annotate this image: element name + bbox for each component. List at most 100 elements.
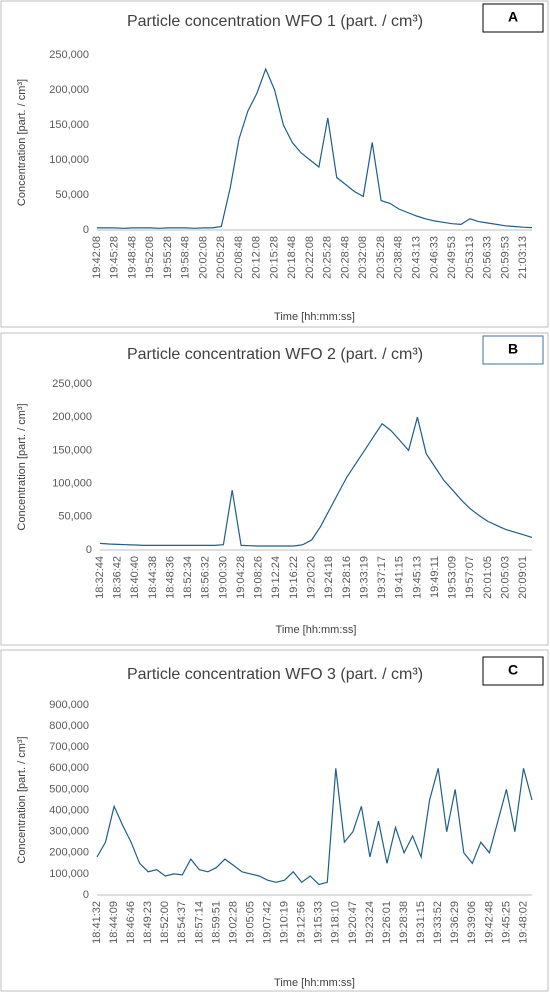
data-line [99,417,533,547]
x-axis-title: Time [hh:mm:ss] [274,311,355,323]
x-tick-label: 20:35:28 [375,236,387,279]
x-tick-label: 20:09:01 [517,556,529,599]
x-tick-label: 19:36:29 [449,901,461,944]
y-tick-label: 100,000 [49,154,89,166]
x-tick-label: 19:37:17 [376,556,388,599]
chart-title: Particle concentration WFO 3 (part. / cm… [127,666,423,683]
y-tick-label: 0 [83,889,89,901]
x-tick-label: 19:02:28 [227,901,239,944]
x-tick-label: 19:16:22 [288,556,300,599]
y-axis-title: Concentration [part. / cm³] [16,403,28,530]
y-tick-label: 250,000 [52,378,92,390]
x-tick-label: 19:07:42 [261,901,273,944]
y-tick-label: 500,000 [49,783,89,795]
x-tick-label: 19:41:15 [394,556,406,599]
x-tick-label: 20:25:28 [322,236,334,279]
x-tick-label: 18:40:40 [129,556,141,599]
x-tick-label: 19:48:48 [126,236,138,279]
y-tick-label: 200,000 [52,411,92,423]
y-tick-label: 600,000 [49,762,89,774]
x-tick-label: 19:28:38 [398,901,410,944]
panel-label: B [508,341,518,357]
y-tick-label: 400,000 [49,804,89,816]
y-axis-title: Concentration [part. / cm³] [16,736,28,863]
x-tick-label: 20:56:33 [482,236,494,279]
panel-frame [0,0,549,328]
y-tick-label: 0 [86,544,92,556]
x-tick-label: 19:12:56 [296,901,308,944]
chart-title: Particle concentration WFO 2 (part. / cm… [127,346,423,363]
x-tick-label: 19:45:28 [109,236,121,279]
x-tick-label: 19:49:11 [429,556,441,598]
x-tick-label: 19:45:13 [411,556,423,599]
x-tick-label: 19:26:01 [381,901,393,944]
x-tick-label: 18:54:37 [176,901,188,944]
x-tick-label: 18:56:32 [200,556,212,599]
x-tick-label: 18:49:23 [142,901,154,944]
x-tick-label: 18:57:14 [193,901,205,944]
panel-label: A [508,9,518,25]
data-line [96,768,533,886]
x-tick-label: 20:01:05 [482,556,494,599]
x-tick-label: 19:53:09 [447,556,459,599]
x-tick-label: 18:41:32 [91,901,103,944]
data-line [97,67,533,229]
x-tick-label: 19:08:26 [253,556,265,599]
x-tick-label: 20:02:08 [197,236,209,279]
x-tick-label: 20:59:53 [499,236,511,279]
x-tick-label: 19:28:16 [341,556,353,599]
y-tick-label: 900,000 [49,699,89,711]
panel-frame [0,332,549,646]
panel-label-box [482,3,544,33]
x-tick-label: 20:08:48 [233,236,245,279]
x-tick-label: 18:32:44 [94,556,106,599]
x-tick-label: 18:59:51 [210,901,222,944]
x-tick-label: 19:48:02 [517,901,529,944]
x-tick-label: 20:15:28 [268,236,280,279]
x-tick-label: 20:43:13 [410,236,422,279]
x-tick-label: 18:44:09 [108,901,120,944]
x-tick-label: 19:58:48 [180,236,192,279]
x-axis-title: Time [hh:mm:ss] [276,624,357,636]
panel-frame [0,649,549,992]
x-tick-label: 19:05:05 [244,901,256,944]
chart-title: Particle concentration WFO 1 (part. / cm… [127,13,423,30]
x-tick-label: 19:45:25 [500,901,512,944]
y-tick-label: 300,000 [49,826,89,838]
x-tick-label: 19:42:48 [483,901,495,944]
x-tick-label: 20:05:03 [499,556,511,599]
y-tick-label: 150,000 [52,444,92,456]
x-tick-label: 18:48:36 [164,556,176,599]
x-tick-label: 19:24:18 [323,556,335,599]
x-tick-label: 20:32:08 [357,236,369,279]
y-tick-label: 50,000 [55,189,89,201]
x-tick-label: 20:18:48 [286,236,298,279]
y-tick-label: 200,000 [49,847,89,859]
x-tick-label: 20:46:33 [428,236,440,279]
x-tick-label: 19:57:07 [464,556,476,599]
y-axis-title: Concentration [part. / cm³] [16,79,28,206]
y-tick-label: 100,000 [49,868,89,880]
x-tick-label: 19:10:19 [279,901,291,944]
x-tick-label: 19:31:15 [415,901,427,944]
x-tick-label: 19:12:24 [270,556,282,599]
x-tick-label: 18:52:00 [159,901,171,944]
x-tick-label: 20:12:08 [251,236,263,279]
x-tick-label: 19:33:19 [358,556,370,599]
x-tick-label: 19:20:20 [305,556,317,599]
x-tick-label: 19:23:24 [364,901,376,944]
x-tick-label: 19:52:08 [144,236,156,279]
x-tick-label: 18:36:42 [112,556,124,599]
x-tick-label: 18:44:38 [147,556,159,599]
x-tick-label: 20:22:08 [304,236,316,279]
x-tick-label: 20:38:48 [393,236,405,279]
x-tick-label: 19:04:28 [235,556,247,599]
x-tick-label: 19:18:10 [330,901,342,944]
x-tick-label: 19:55:28 [162,236,174,279]
x-tick-label: 21:03:13 [517,236,529,279]
y-tick-label: 0 [83,224,89,236]
x-tick-label: 19:39:06 [466,901,478,944]
x-tick-label: 20:05:28 [215,236,227,279]
x-tick-label: 20:53:13 [464,236,476,279]
